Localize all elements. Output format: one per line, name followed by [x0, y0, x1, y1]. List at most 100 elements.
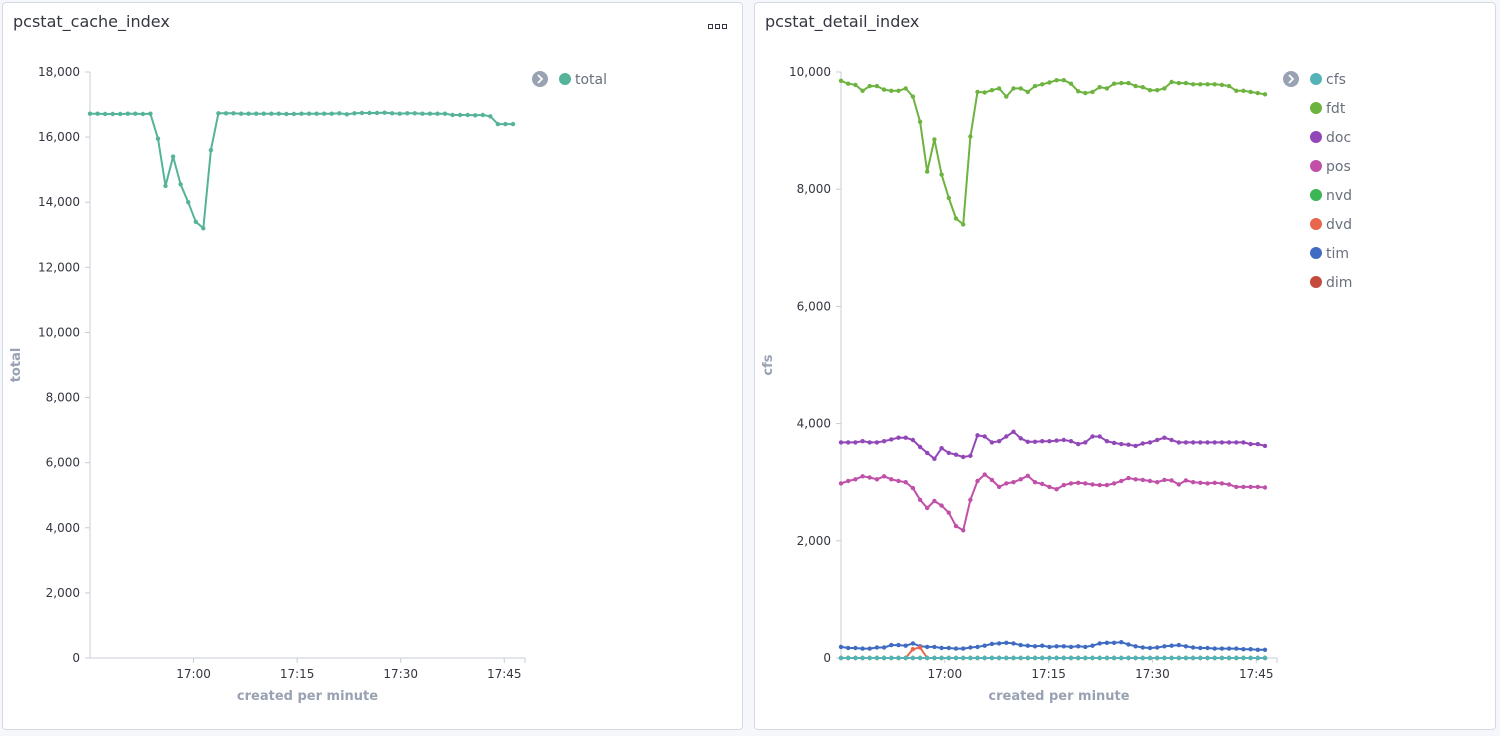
data-point-cfs — [1111, 655, 1117, 661]
data-point-fdt — [982, 90, 987, 95]
data-point-doc — [1104, 439, 1110, 444]
data-point-doc — [853, 440, 858, 445]
data-point-doc — [946, 450, 951, 456]
data-point-total — [170, 154, 176, 159]
data-point-tim — [903, 643, 908, 648]
legend-swatch — [1310, 160, 1322, 172]
data-point-pos — [1061, 482, 1066, 488]
data-point-total — [420, 111, 425, 116]
data-point-tim — [1248, 647, 1253, 652]
legend-item-tim[interactable]: tim — [1310, 246, 1349, 262]
data-point-tim — [874, 645, 880, 650]
legend-toggle-icon[interactable] — [532, 71, 548, 87]
data-point-tim — [1169, 643, 1174, 648]
data-point-pos — [1104, 482, 1110, 488]
y-tick-label: 2,000 — [797, 534, 831, 548]
legend-item-dvd[interactable]: dvd — [1310, 217, 1352, 233]
y-axis-title: cfs — [761, 354, 776, 375]
legend-swatch — [1310, 102, 1322, 114]
legend-item-pos[interactable]: pos — [1310, 159, 1351, 175]
data-point-doc — [968, 453, 973, 458]
data-point-total — [246, 111, 251, 116]
data-point-fdt — [881, 87, 887, 92]
data-point-tim — [853, 645, 858, 651]
data-point-cfs — [961, 655, 966, 661]
data-point-tim — [1140, 645, 1145, 650]
data-point-doc — [1004, 434, 1009, 439]
data-point-doc — [1169, 437, 1174, 443]
data-point-total — [344, 112, 349, 117]
data-point-fdt — [1076, 89, 1081, 94]
data-point-cfs — [1205, 655, 1210, 661]
data-point-doc — [1162, 435, 1167, 440]
chevron-right-icon — [537, 74, 544, 84]
data-point-total — [102, 111, 108, 117]
data-point-total — [193, 219, 198, 224]
data-point-pos — [1119, 478, 1124, 484]
legend-item-nvd[interactable]: nvd — [1310, 188, 1352, 204]
data-point-fdt — [996, 86, 1002, 91]
data-point-fdt — [1032, 83, 1038, 89]
data-point-cfs — [846, 655, 851, 661]
series-tim — [838, 640, 1268, 652]
y-tick-label: 6,000 — [797, 299, 831, 313]
legend-item-doc[interactable]: doc — [1310, 130, 1351, 146]
x-axis-title: created per minute — [988, 689, 1129, 704]
data-point-pos — [917, 497, 923, 502]
data-point-tim — [910, 641, 916, 646]
legend-item-dim[interactable]: dim — [1310, 275, 1352, 291]
legend-swatch — [1310, 276, 1322, 288]
data-point-dvd — [910, 647, 916, 652]
data-point-fdt — [1040, 82, 1045, 87]
data-point-cfs — [1183, 655, 1189, 661]
data-point-fdt — [1198, 82, 1203, 87]
data-point-total — [442, 111, 448, 116]
data-point-pos — [1011, 480, 1016, 485]
data-point-cfs — [939, 655, 944, 661]
legend: cfs fdt doc pos nvd dvd tim dim — [1283, 71, 1352, 291]
data-point-cfs — [1119, 655, 1124, 661]
data-point-tim — [968, 645, 973, 650]
legend-item-fdt[interactable]: fdt — [1310, 101, 1346, 117]
chart-pcstat-detail-index: 0 2,000 4,000 6,000 8,000 10,000 17:00 17:15 17:… — [761, 65, 1352, 704]
legend-item-cfs[interactable]: cfs — [1310, 72, 1346, 88]
data-point-pos — [1183, 478, 1189, 483]
data-point-tim — [1104, 640, 1110, 645]
panel-options-icon[interactable] — [708, 24, 728, 30]
chevron-right-icon — [1288, 74, 1295, 84]
data-point-cfs — [1054, 655, 1059, 661]
data-point-tim — [1241, 647, 1246, 652]
data-point-tim — [896, 642, 901, 648]
data-point-pos — [1255, 484, 1260, 490]
data-point-pos — [932, 498, 937, 504]
x-tick-label: 17:00 — [928, 667, 963, 681]
legend-toggle-icon[interactable] — [1283, 71, 1299, 87]
data-point-doc — [1234, 440, 1239, 445]
data-point-tim — [1119, 640, 1124, 645]
data-point-pos — [968, 497, 973, 502]
data-point-pos — [1234, 484, 1239, 490]
data-point-fdt — [975, 89, 980, 95]
y-tick-label: 14,000 — [38, 195, 80, 209]
data-point-cfs — [932, 655, 937, 661]
data-point-cfs — [853, 655, 858, 661]
data-point-cfs — [867, 655, 872, 661]
data-point-doc — [1147, 440, 1153, 445]
legend-label: total — [575, 72, 607, 88]
data-point-cfs — [1147, 655, 1153, 661]
data-point-total — [110, 111, 115, 117]
data-point-fdt — [1011, 86, 1016, 91]
data-point-total — [435, 111, 440, 116]
data-point-cfs — [1068, 655, 1074, 661]
data-point-doc — [982, 434, 987, 439]
legend-item-total[interactable]: total — [559, 72, 607, 88]
data-point-pos — [838, 481, 844, 486]
data-point-pos — [939, 503, 944, 508]
data-point-tim — [1176, 642, 1181, 648]
data-point-total — [329, 111, 334, 116]
data-point-cfs — [1004, 655, 1009, 661]
data-point-cfs — [917, 655, 923, 661]
data-point-tim — [1018, 642, 1023, 648]
data-point-pos — [996, 484, 1002, 490]
x-axis-title: created per minute — [237, 689, 378, 704]
